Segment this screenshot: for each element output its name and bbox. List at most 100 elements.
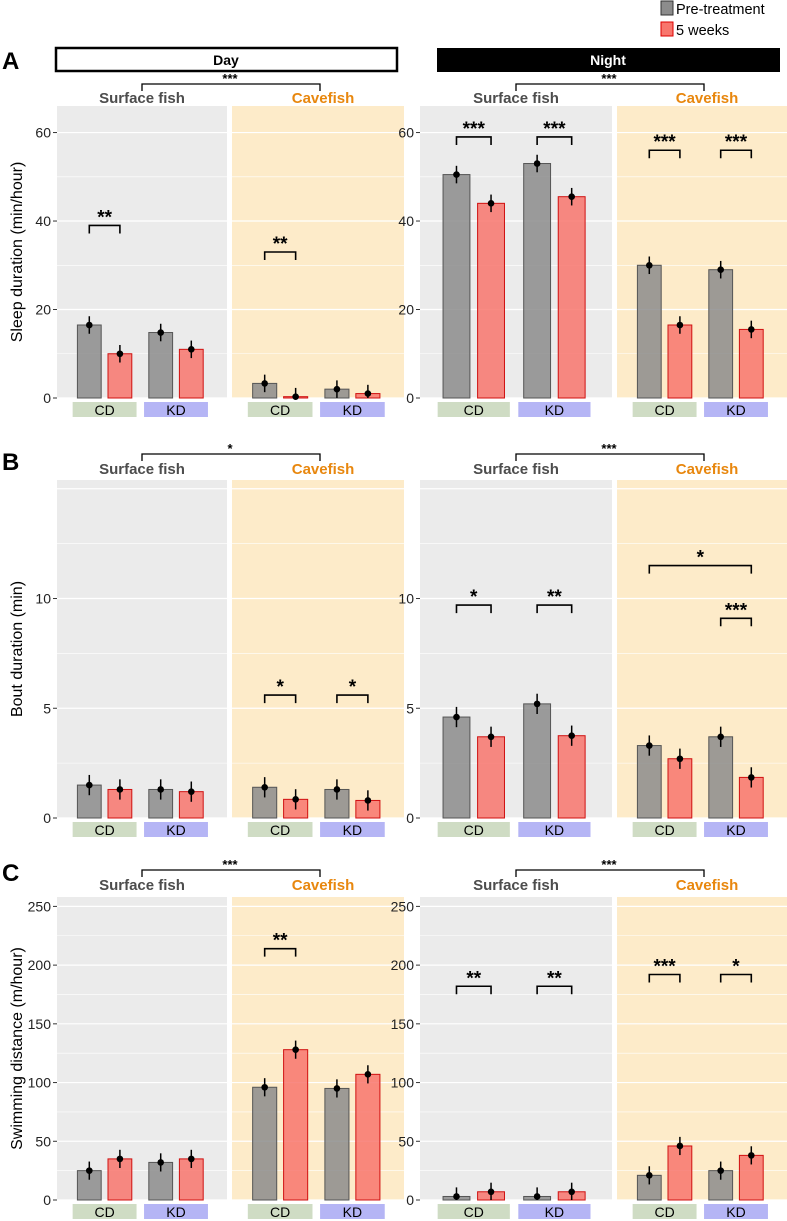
- mean-point: [717, 1167, 724, 1174]
- mean-point: [453, 713, 460, 721]
- bar-cave-cd-5wk: [667, 324, 693, 399]
- diet-label-bg-kd: [518, 402, 591, 417]
- y-tick-label: 250: [391, 898, 415, 914]
- diet-label-bg-cd: [632, 402, 697, 417]
- mean-point: [116, 1155, 124, 1163]
- diet-label-bg-cd: [72, 822, 137, 837]
- diet-label-bg-kd: [144, 822, 208, 837]
- mean-point: [116, 786, 124, 793]
- cave-panel-bg: [232, 480, 404, 818]
- legend-swatch-post: [660, 21, 674, 37]
- diet-label-kd: KD: [166, 1204, 185, 1220]
- bar-surface-kd-5wk: [557, 735, 586, 819]
- mean-point: [364, 1071, 372, 1078]
- mean-point: [157, 1159, 164, 1166]
- pair-significance-bracket: [263, 947, 297, 957]
- y-tick-label: 10: [398, 591, 414, 607]
- surface-fish-label: Surface fish: [473, 90, 559, 107]
- pair-significance-label: *: [276, 677, 284, 698]
- bar-surface-cd-5wk: [477, 202, 505, 399]
- day-strip-label: Day: [213, 52, 239, 68]
- pair-significance-bracket: [648, 149, 681, 159]
- group-significance-label: ***: [601, 857, 617, 872]
- cavefish-label: Cavefish: [292, 90, 355, 107]
- diet-label-kd: KD: [545, 402, 564, 418]
- bar-surface-cd-5wk: [477, 736, 505, 819]
- diet-label-bg-kd: [320, 1204, 385, 1219]
- diet-label-kd: KD: [545, 822, 564, 838]
- mean-point: [487, 200, 495, 207]
- diet-label-kd: KD: [545, 1204, 564, 1220]
- mean-point: [86, 1167, 93, 1174]
- diet-label-bg-cd: [437, 402, 510, 417]
- bar-cave-kd-pre: [708, 269, 734, 399]
- mean-point: [646, 1172, 653, 1179]
- mean-point: [487, 733, 495, 741]
- bar-surface-kd-pre: [148, 332, 174, 399]
- mean-point: [364, 390, 372, 397]
- mean-point: [261, 1083, 268, 1091]
- pair-significance-label: **: [273, 931, 288, 952]
- mean-point: [748, 326, 755, 333]
- group-significance-label: ***: [222, 71, 238, 86]
- diet-label-cd: CD: [94, 402, 114, 418]
- mean-point: [568, 1188, 575, 1196]
- diet-label-bg-cd: [247, 402, 313, 417]
- mean-point: [364, 797, 372, 804]
- bar-surface-cd-pre: [442, 174, 471, 399]
- pair-significance-bracket: [455, 136, 492, 145]
- diet-label-cd: CD: [94, 1204, 114, 1220]
- y-tick-label: 40: [398, 213, 414, 229]
- panel-letter-a: A: [2, 48, 19, 75]
- pair-significance-label: *: [349, 677, 357, 698]
- day-strip: [54, 46, 399, 73]
- group-significance-bracket: [515, 83, 705, 91]
- diet-label-bg-kd: [704, 402, 768, 417]
- y-axis-label: Swimming distance (m/hour): [9, 947, 26, 1150]
- pair-significance-label: **: [273, 234, 288, 255]
- y-tick-label: 5: [406, 700, 414, 716]
- y-tick-label: 50: [398, 1133, 414, 1149]
- y-tick-label: 50: [35, 1133, 51, 1149]
- diet-label-kd: KD: [343, 402, 362, 418]
- legend-swatch-pre: [660, 0, 674, 16]
- diet-label-kd: KD: [726, 402, 745, 418]
- y-tick-label: 150: [28, 1016, 52, 1032]
- bar-cave-cd-5wk: [283, 1049, 309, 1201]
- legend-label-post: 5 weeks: [676, 23, 729, 39]
- surface-panel-bg: [57, 897, 227, 1200]
- bar-surface-cd-pre: [442, 716, 471, 819]
- bar-surface-kd-5wk: [557, 196, 586, 399]
- pair-significance-label: ***: [543, 119, 566, 140]
- group-significance-label: *: [227, 441, 233, 456]
- mean-point: [533, 700, 541, 708]
- diet-label-bg-cd: [247, 822, 313, 837]
- mean-point: [333, 385, 341, 393]
- y-tick-label: 0: [406, 1192, 414, 1208]
- legend-label-pre: Pre-treatment: [676, 2, 765, 18]
- diet-label-kd: KD: [726, 822, 745, 838]
- mean-point: [188, 1155, 195, 1163]
- mean-point: [453, 1193, 460, 1200]
- y-tick-label: 150: [391, 1016, 415, 1032]
- mean-point: [116, 350, 124, 358]
- diet-label-kd: KD: [726, 1204, 745, 1220]
- panel-letter-c: C: [2, 860, 19, 887]
- surface-panel-bg: [420, 897, 612, 1200]
- y-tick-label: 0: [43, 810, 51, 826]
- mean-point: [261, 380, 268, 387]
- mean-point: [188, 788, 195, 795]
- mean-point: [533, 1193, 541, 1200]
- cavefish-label: Cavefish: [676, 877, 739, 894]
- diet-label-bg-kd: [144, 1204, 208, 1219]
- mean-point: [717, 733, 724, 741]
- y-tick-label: 40: [35, 213, 51, 229]
- mean-point: [292, 796, 299, 803]
- mean-point: [453, 171, 460, 178]
- diet-label-cd: CD: [654, 1204, 674, 1220]
- panel-letters: A B C: [2, 48, 19, 887]
- group-significance-bracket: [515, 453, 705, 461]
- mean-point: [86, 781, 93, 789]
- diet-label-cd: CD: [464, 822, 484, 838]
- y-tick-label: 0: [406, 390, 414, 406]
